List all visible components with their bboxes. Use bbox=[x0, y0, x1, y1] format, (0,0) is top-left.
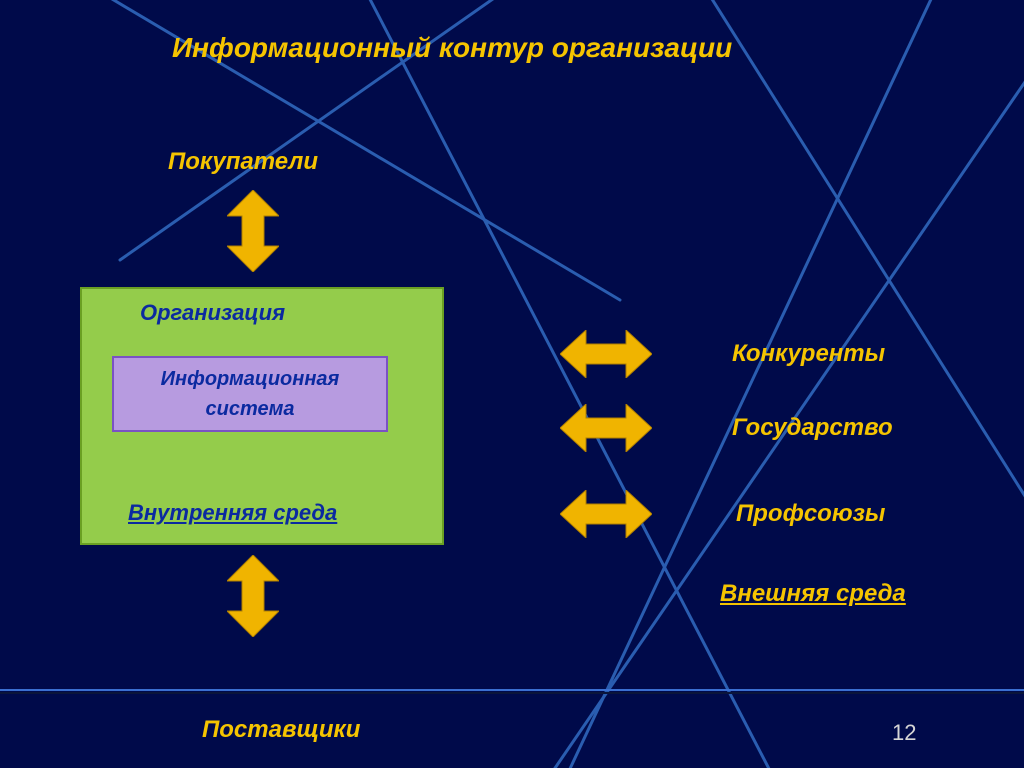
slide-title: Информационный контур организации bbox=[172, 32, 732, 64]
arrow-suppliers-icon bbox=[227, 555, 279, 642]
page-number: 12 bbox=[892, 720, 916, 746]
label-state: Государство bbox=[732, 414, 893, 442]
label-buyers: Покупатели bbox=[168, 148, 318, 176]
arrow-unions-icon bbox=[560, 490, 652, 543]
inner-environment-label: Внутренняя среда bbox=[128, 500, 337, 526]
arrow-buyers-icon bbox=[227, 190, 279, 277]
label-competitors: Конкуренты bbox=[732, 340, 885, 368]
label-suppliers: Поставщики bbox=[202, 716, 360, 744]
info-system-box: Информационная система bbox=[112, 356, 388, 432]
label-unions: Профсоюзы bbox=[736, 500, 885, 528]
arrow-competitors-icon bbox=[560, 330, 652, 383]
outer-environment-label: Внешняя среда bbox=[720, 580, 906, 608]
organization-label: Организация bbox=[140, 300, 285, 326]
arrow-state-icon bbox=[560, 404, 652, 457]
